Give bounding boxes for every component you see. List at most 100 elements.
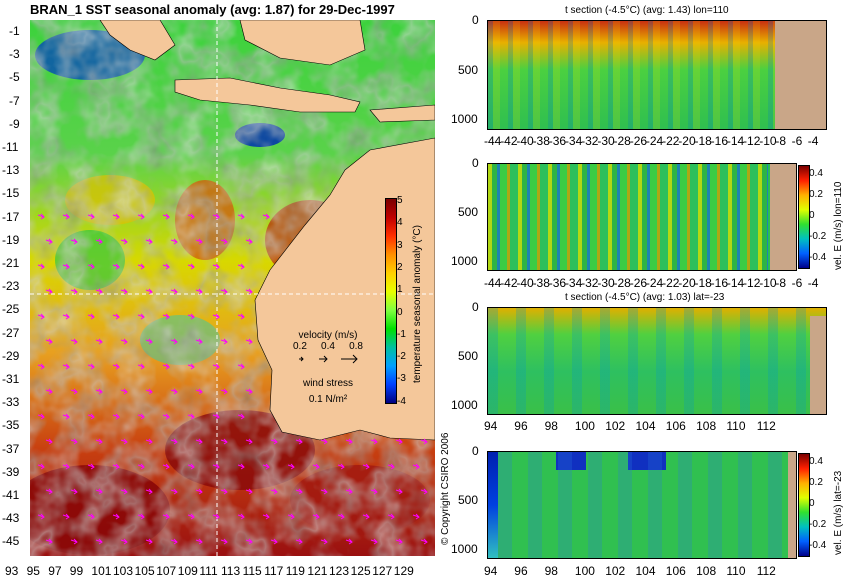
velocity-legend-label: velocity (m/s) — [298, 330, 358, 341]
wind-arrow — [187, 363, 195, 370]
section-x-tick: 98 — [544, 419, 558, 433]
wind-arrow — [220, 288, 228, 295]
wind-arrow — [87, 263, 95, 270]
wind-arrow — [87, 463, 95, 470]
wind-arrow — [237, 313, 245, 320]
map-y-tick: -37 — [2, 441, 20, 456]
wind-arrow — [395, 488, 403, 495]
section-x-tick: -8 — [775, 134, 787, 148]
section-x-tick: 106 — [665, 419, 686, 433]
section-x-tick: 106 — [665, 564, 686, 578]
section-x-tick: -10 — [759, 276, 777, 290]
section-stripes — [488, 164, 768, 270]
map-colorbar-tick: -3 — [397, 373, 406, 385]
wind-arrow — [212, 363, 220, 370]
section-x-tick: 112 — [756, 419, 776, 433]
section-x-tick: -22 — [662, 134, 680, 148]
section-x-tick: 110 — [726, 564, 746, 578]
map-x-tick: 125 — [350, 564, 371, 578]
wind-arrow — [212, 413, 220, 420]
section-x-tick: -24 — [645, 134, 664, 148]
wind-arrow — [187, 213, 195, 220]
section-x-tick: -26 — [629, 276, 648, 290]
wind-arrow — [70, 538, 78, 545]
t-section-lon[interactable] — [487, 20, 827, 130]
map-x-tick: 117 — [264, 564, 284, 578]
wind-arrow — [412, 513, 420, 520]
wind-arrow — [362, 463, 370, 470]
wind-arrow — [120, 238, 128, 245]
section-x-tick: -28 — [613, 134, 631, 148]
wind-arrow — [245, 238, 253, 245]
section-land — [788, 452, 796, 558]
section-x-tick: 102 — [605, 419, 626, 433]
sst-anomaly-map[interactable] — [30, 20, 435, 556]
wind-arrow — [420, 538, 428, 545]
wind-arrow — [62, 463, 70, 470]
section-y-tick: 0 — [472, 13, 479, 27]
section-x-tick: -16 — [710, 276, 728, 290]
map-x-tick: 109 — [177, 564, 198, 578]
wind-arrow — [187, 413, 195, 420]
section-land — [770, 164, 796, 270]
wind-arrow — [87, 313, 95, 320]
wind-arrow — [112, 313, 120, 320]
land-lesser-sunda — [369, 104, 435, 123]
map-y-tick: -33 — [2, 395, 20, 410]
wind-arrow — [87, 213, 95, 220]
wind-arrow — [370, 538, 378, 545]
map-colorbar-tick: -2 — [397, 351, 406, 363]
wind-arrow — [212, 463, 220, 470]
wind-arrow — [312, 463, 320, 470]
velocity-legend: velocity (m/s) 0.2 0.4 0.8 — [293, 330, 363, 370]
map-x-tick: 101 — [91, 564, 112, 578]
map-colorbar-tick: 4 — [397, 217, 403, 229]
wind-arrow — [195, 388, 203, 395]
wind-arrow — [37, 213, 45, 220]
section-blue-core — [556, 452, 586, 470]
map-y-tick: -31 — [2, 372, 20, 386]
map-y-tick: -15 — [2, 186, 20, 201]
section-y-tick: 500 — [458, 204, 479, 219]
wind-arrow — [37, 363, 45, 370]
wind-arrow — [112, 463, 120, 470]
wind-arrow — [262, 513, 270, 520]
wind-arrow — [70, 438, 78, 445]
wind-arrow — [70, 338, 78, 345]
wind-arrow — [320, 488, 328, 495]
vel-section-lon[interactable] — [487, 163, 797, 271]
map-x-tick: 111 — [199, 564, 218, 578]
wind-arrow — [120, 538, 128, 545]
t-section-lat[interactable] — [487, 307, 827, 415]
section-x-tick: -8 — [775, 276, 787, 290]
wind-arrow — [170, 388, 178, 395]
land-sumatra — [99, 20, 176, 61]
vel-colorbar-lon-label: vel. E (m/s) lon=110 — [833, 181, 844, 270]
wind-arrow — [245, 538, 253, 545]
wind-arrow — [162, 363, 170, 370]
wind-arrow — [120, 288, 128, 295]
wind-arrow — [95, 538, 103, 545]
section-x-tick: -14 — [726, 134, 745, 148]
map-svg — [30, 20, 435, 556]
section-x-tick: -36 — [548, 276, 567, 290]
wind-arrow — [245, 438, 253, 445]
wind-arrow — [137, 363, 145, 370]
wind-arrow — [195, 288, 203, 295]
section-x-tick: -42 — [500, 276, 518, 290]
wind-arrow — [170, 288, 178, 295]
section-y-tick: 500 — [458, 492, 479, 507]
wind-arrow — [112, 263, 120, 270]
section-x-tick: -38 — [532, 276, 550, 290]
wind-arrow — [145, 288, 153, 295]
section-x-tick: -28 — [613, 276, 631, 290]
section-x-tick: -20 — [678, 134, 696, 148]
vel-section-lat[interactable] — [487, 451, 797, 559]
vel-colorbar-tick: 0.4 — [809, 168, 823, 179]
section-x-tick: -30 — [597, 276, 615, 290]
wind-arrow — [37, 513, 45, 520]
map-colorbar-tick: -4 — [397, 395, 406, 407]
section-x-tick: 94 — [484, 419, 498, 433]
section-y-tick: 1000 — [451, 397, 478, 412]
map-colorbar-tick: 2 — [397, 261, 403, 273]
